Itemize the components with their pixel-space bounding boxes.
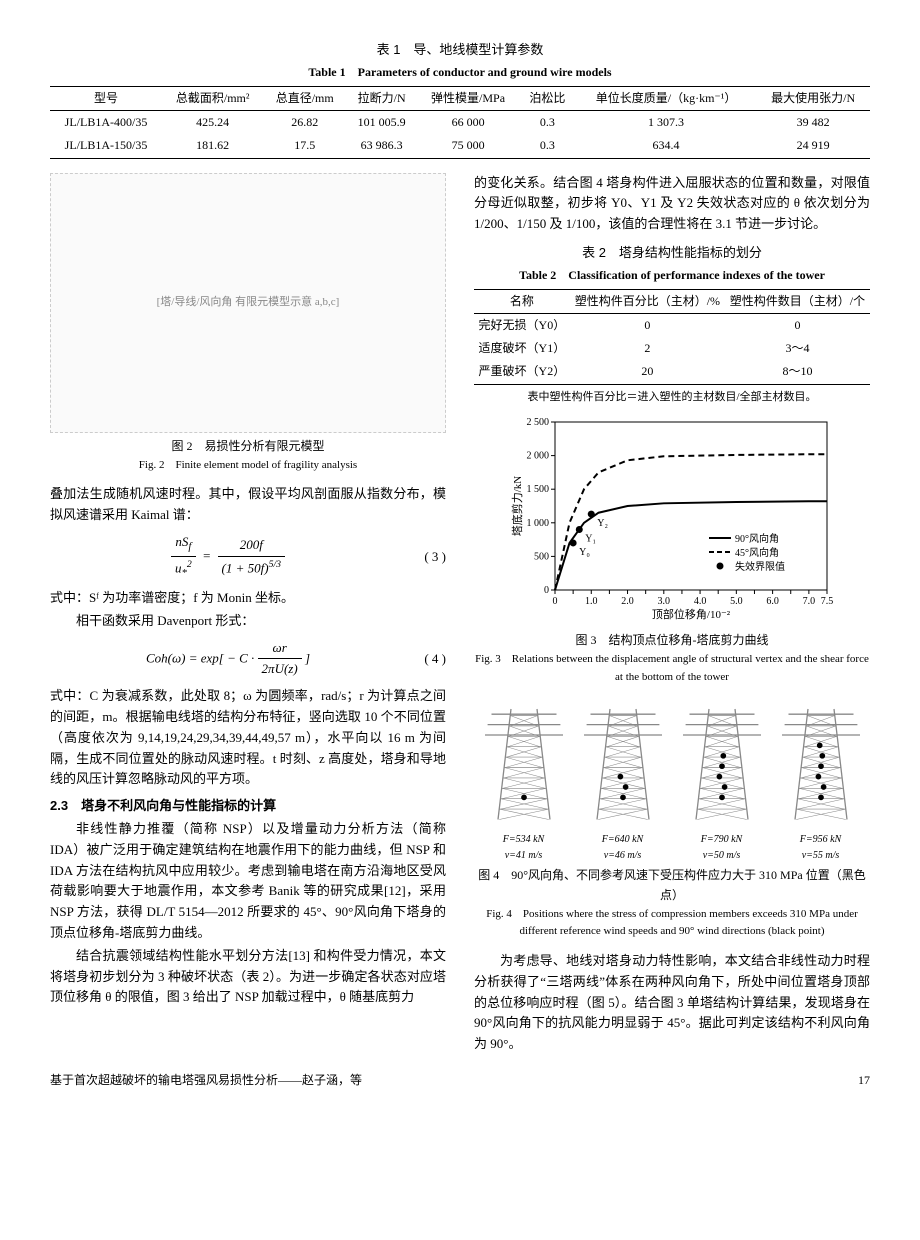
svg-text:Y₀: Y₀ bbox=[579, 547, 590, 558]
fig2-caption-cn: 图 2 易损性分析有限元模型 bbox=[50, 437, 446, 456]
svg-text:顶部位移角/10⁻²: 顶部位移角/10⁻² bbox=[652, 607, 731, 621]
fig4-caption-en: Fig. 4 Positions where the stress of com… bbox=[474, 906, 870, 941]
fig3-caption-cn: 图 3 结构顶点位移角-塔底剪力曲线 bbox=[474, 631, 870, 650]
svg-text:2 500: 2 500 bbox=[527, 417, 550, 428]
svg-text:45°风向角: 45°风向角 bbox=[735, 546, 779, 559]
right-p2: 为考虑导、地线对塔身动力特性影响，本文结合非线性动力时程分析获得了“三塔两线”体… bbox=[474, 951, 870, 1055]
svg-text:1.0: 1.0 bbox=[585, 596, 598, 607]
table1-col3: 拉断力/N bbox=[346, 86, 417, 110]
t1r1c2: 17.5 bbox=[263, 134, 346, 158]
t1r0c0: JL/LB1A-400/35 bbox=[50, 111, 162, 135]
table1-col5: 泊松比 bbox=[519, 86, 576, 110]
t1r0c5: 0.3 bbox=[519, 111, 576, 135]
fig4-caption-cn: 图 4 90°风向角、不同参考风速下受压构件应力大于 310 MPa 位置（黑色… bbox=[474, 866, 870, 904]
svg-text:6.0: 6.0 bbox=[766, 596, 779, 607]
svg-text:4.0: 4.0 bbox=[694, 596, 707, 607]
svg-text:1 000: 1 000 bbox=[527, 518, 550, 529]
t1r1c3: 63 986.3 bbox=[346, 134, 417, 158]
left-column: [塔/导线/风向角 有限元模型示意 a,b,c] 图 2 易损性分析有限元模型 … bbox=[50, 173, 446, 1057]
page-footer: 基于首次超越破坏的输电塔强风易损性分析——赵子涵，等 17 bbox=[50, 1071, 870, 1090]
fig3-caption-en: Fig. 3 Relations between the displacemen… bbox=[474, 651, 870, 686]
eq4-label: ( 4 ) bbox=[406, 649, 446, 670]
left-p6: 结合抗震领域结构性能水平划分方法[13] 和构件受力情况，本文将塔身初步划分为 … bbox=[50, 946, 446, 1008]
t1r0c4: 66 000 bbox=[417, 111, 519, 135]
table2-note: 表中塑性构件百分比＝进入塑性的主材数目/全部主材数目。 bbox=[474, 389, 870, 407]
equation-4: Coh(ω) = exp[ − C · ωr2πU(z) ] ( 4 ) bbox=[50, 638, 446, 681]
svg-text:5.0: 5.0 bbox=[730, 596, 743, 607]
table1-col4: 弹性模量/MPa bbox=[417, 86, 519, 110]
svg-text:0: 0 bbox=[544, 585, 549, 596]
t2r1c2: 3～4 bbox=[725, 337, 870, 360]
t2r2c0: 严重破坏（Y2） bbox=[474, 360, 570, 384]
fig3-chart-wrapper: 0 500 1 000 1 500 2 000 2 500 0 1.0 2.0 3.0 4.0 5.0… bbox=[474, 412, 870, 629]
t2r1c0: 适度破坏（Y1） bbox=[474, 337, 570, 360]
t2c1: 塑性构件百分比（主材）/% bbox=[570, 289, 725, 313]
table1-col6: 单位长度质量/（kg·km⁻¹） bbox=[576, 86, 757, 110]
svg-text:500: 500 bbox=[534, 552, 549, 563]
svg-text:失效界限值: 失效界限值 bbox=[735, 560, 785, 573]
table1-caption-en: Table 1 Parameters of conductor and grou… bbox=[50, 63, 870, 82]
tower-1: F=640 kNv=46 m/s bbox=[583, 696, 663, 864]
footer-left: 基于首次超越破坏的输电塔强风易损性分析——赵子涵，等 bbox=[50, 1071, 362, 1090]
t1r0c6: 1 307.3 bbox=[576, 111, 757, 135]
table2: 名称 塑性构件百分比（主材）/% 塑性构件数目（主材）/个 完好无损（Y0）00… bbox=[474, 289, 870, 385]
eq3-label: ( 3 ) bbox=[406, 547, 446, 568]
t1r0c1: 425.24 bbox=[162, 111, 263, 135]
t1r1c6: 634.4 bbox=[576, 134, 757, 158]
svg-text:7.0: 7.0 bbox=[803, 596, 816, 607]
table1-caption-cn: 表 1 导、地线模型计算参数 bbox=[50, 40, 870, 61]
t1r1c0: JL/LB1A-150/35 bbox=[50, 134, 162, 158]
svg-text:2 000: 2 000 bbox=[527, 451, 550, 462]
equation-3: nSfu*2 = 200f(1 + 50f)5/3 ( 3 ) bbox=[50, 532, 446, 582]
svg-text:1 500: 1 500 bbox=[527, 484, 550, 495]
right-column: 的变化关系。结合图 4 塔身构件进入屈服状态的位置和数量，对限值分母近似取整，初… bbox=[474, 173, 870, 1057]
fig2-caption-en: Fig. 2 Finite element model of fragility… bbox=[50, 457, 446, 475]
footer-right: 17 bbox=[858, 1071, 870, 1090]
fig2-placeholder: [塔/导线/风向角 有限元模型示意 a,b,c] bbox=[50, 173, 446, 433]
t2r2c2: 8～10 bbox=[725, 360, 870, 384]
table1-col0: 型号 bbox=[50, 86, 162, 110]
table1-col1: 总截面积/mm² bbox=[162, 86, 263, 110]
left-p4: 式中：C 为衰减系数，此处取 8；ω 为圆频率，rad/s；r 为计算点之间的间… bbox=[50, 686, 446, 790]
left-p2: 式中：Sᶠ 为功率谱密度；f 为 Monin 坐标。 bbox=[50, 588, 446, 609]
table1-col7: 最大使用张力/N bbox=[756, 86, 870, 110]
svg-text:Y₂: Y₂ bbox=[597, 518, 608, 529]
t1r1c4: 75 000 bbox=[417, 134, 519, 158]
svg-text:塔底剪力/kN: 塔底剪力/kN bbox=[510, 476, 524, 537]
t2c2: 塑性构件数目（主材）/个 bbox=[725, 289, 870, 313]
svg-text:7.5: 7.5 bbox=[821, 596, 834, 607]
left-p3: 相干函数采用 Davenport 形式： bbox=[50, 611, 446, 632]
t1r1c5: 0.3 bbox=[519, 134, 576, 158]
t2r1c1: 2 bbox=[570, 337, 725, 360]
t2r0c2: 0 bbox=[725, 314, 870, 338]
tower-3: F=956 kNv=55 m/s bbox=[781, 696, 861, 864]
table1-col2: 总直径/mm bbox=[263, 86, 346, 110]
right-p1: 的变化关系。结合图 4 塔身构件进入屈服状态的位置和数量，对限值分母近似取整，初… bbox=[474, 173, 870, 235]
svg-text:2.0: 2.0 bbox=[621, 596, 634, 607]
table1: 型号 总截面积/mm² 总直径/mm 拉断力/N 弹性模量/MPa 泊松比 单位… bbox=[50, 86, 870, 159]
t2r0c1: 0 bbox=[570, 314, 725, 338]
svg-text:3.0: 3.0 bbox=[658, 596, 671, 607]
t1r1c1: 181.62 bbox=[162, 134, 263, 158]
svg-text:90°风向角: 90°风向角 bbox=[735, 532, 779, 545]
t1r0c7: 39 482 bbox=[756, 111, 870, 135]
t2r0c0: 完好无损（Y0） bbox=[474, 314, 570, 338]
left-p5: 非线性静力推覆（简称 NSP）以及增量动力分析方法（简称 IDA）被广泛用于确定… bbox=[50, 819, 446, 944]
t2r2c1: 20 bbox=[570, 360, 725, 384]
tower-0: F=534 kNv=41 m/s bbox=[484, 696, 564, 864]
tower-2: F=790 kNv=50 m/s bbox=[682, 696, 762, 864]
fig4-towers: F=534 kNv=41 m/sF=640 kNv=46 m/sF=790 kN… bbox=[474, 696, 870, 864]
t1r0c3: 101 005.9 bbox=[346, 111, 417, 135]
table2-caption-en: Table 2 Classification of performance in… bbox=[474, 266, 870, 285]
section-2-3-head: 2.3 塔身不利风向角与性能指标的计算 bbox=[50, 796, 446, 817]
t1r0c2: 26.82 bbox=[263, 111, 346, 135]
svg-text:0: 0 bbox=[553, 596, 558, 607]
t1r1c7: 24 919 bbox=[756, 134, 870, 158]
table2-caption-cn: 表 2 塔身结构性能指标的划分 bbox=[474, 243, 870, 264]
t2c0: 名称 bbox=[474, 289, 570, 313]
fig3-chart: 0 500 1 000 1 500 2 000 2 500 0 1.0 2.0 3.0 4.0 5.0… bbox=[507, 412, 837, 622]
left-p1: 叠加法生成随机风速时程。其中，假设平均风剖面服从指数分布，模拟风速谱采用 Kai… bbox=[50, 484, 446, 526]
svg-text:Y₁: Y₁ bbox=[585, 534, 596, 545]
